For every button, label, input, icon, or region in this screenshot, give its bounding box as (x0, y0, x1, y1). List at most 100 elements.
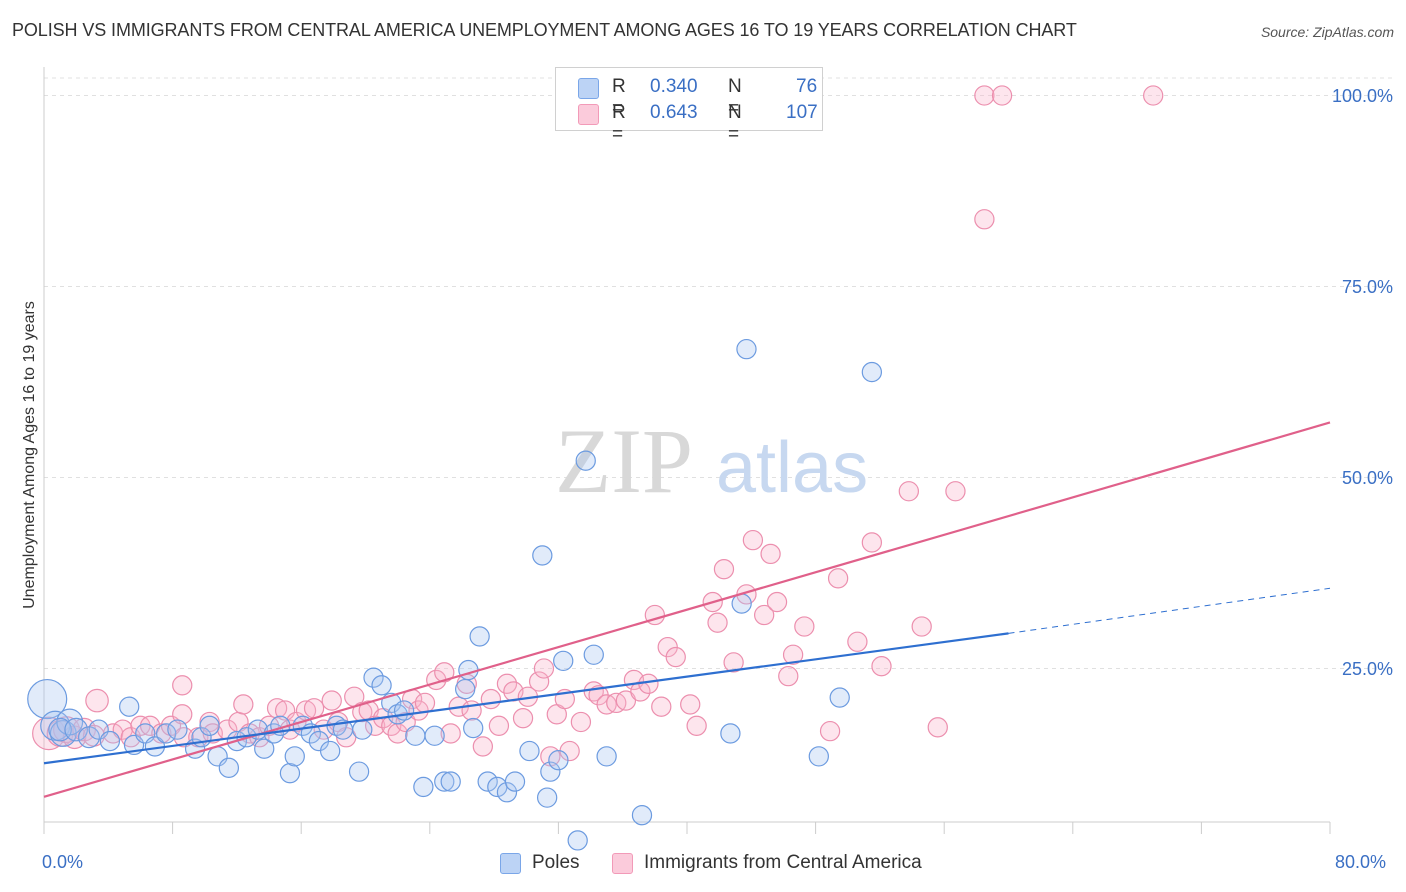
legend-label-poles: Poles (532, 852, 580, 873)
immigrants-point-22 (233, 694, 254, 715)
svg-text:atlas: atlas (716, 428, 868, 508)
immigrants-point-103 (974, 85, 995, 106)
poles-point-64 (631, 805, 653, 826)
r-value: 0.340 (650, 76, 698, 97)
watermark: ZIP atlas (555, 410, 868, 512)
poles-point-56 (536, 787, 558, 808)
immigrants-point-104 (991, 85, 1013, 106)
immigrants-point-99 (911, 616, 932, 637)
poles-point-55 (532, 545, 553, 566)
poles-point-48 (463, 717, 484, 739)
r-label: R = (612, 76, 626, 119)
poles-point-19 (218, 757, 240, 778)
poles-point-5 (64, 717, 88, 742)
poles-point-43 (424, 725, 445, 746)
poles-point-69 (829, 687, 850, 708)
poles-point-46 (455, 678, 476, 700)
immigrants-point-98 (898, 481, 919, 502)
poles-point-4 (48, 717, 72, 742)
x-tick-label-min: 0.0% (42, 852, 84, 872)
immigrants-point-31 (303, 698, 325, 719)
poles-point-53 (504, 771, 526, 792)
immigrants-point-93 (819, 720, 841, 742)
poles-point-60 (567, 830, 588, 851)
poles-point-27 (284, 746, 305, 767)
poles-point-50 (477, 771, 498, 792)
n-label: N = (728, 76, 742, 119)
poles-point-35 (352, 719, 373, 740)
series-immigrants-points (32, 85, 1164, 767)
poles-point-31 (319, 740, 341, 762)
poles-point-8 (99, 730, 121, 752)
immigrants-point-82 (707, 612, 728, 633)
poles-point-49 (469, 626, 490, 647)
svg-text:ZIP: ZIP (555, 410, 693, 512)
poles-point-61 (575, 450, 596, 471)
poles-point-54 (519, 740, 540, 762)
poles-point-45 (440, 771, 461, 792)
immigrants-point-84 (723, 652, 744, 673)
immigrants-point-16 (172, 704, 193, 725)
y-tick-label-50: 50.0% (1341, 468, 1393, 488)
poles-point-47 (458, 659, 479, 681)
trend-line-poles (43, 632, 1009, 765)
poles-point-63 (596, 746, 617, 767)
immigrants-point-14 (172, 675, 193, 696)
immigrants-point-53 (472, 736, 494, 757)
immigrants-point-97 (871, 656, 892, 677)
n-value: 76 (796, 76, 818, 97)
poles-point-9 (119, 696, 140, 717)
immigrants-point-87 (753, 604, 775, 626)
poles-point-67 (736, 338, 757, 360)
poles-point-52 (496, 782, 518, 803)
poles-point-13 (156, 723, 177, 744)
immigrants-point-76 (651, 696, 672, 717)
immigrants-point-78 (665, 646, 686, 668)
y-tick-label-75: 75.0% (1341, 277, 1393, 297)
immigrants-point-79 (680, 694, 701, 715)
n-value: 107 (786, 102, 818, 123)
stats-legend: R = 0.340 N = 76 R = 0.643 N = 107 (555, 67, 823, 145)
poles-point-41 (405, 725, 426, 746)
immigrants-point-90 (778, 665, 799, 687)
series-poles-points (27, 338, 883, 851)
legend-swatch-blue (500, 853, 521, 874)
immigrants-point-33 (321, 690, 342, 711)
immigrants-point-100 (927, 717, 948, 738)
poles-point-70 (861, 361, 883, 383)
immigrants-point-80 (686, 715, 707, 736)
x-tick-label-max: 80.0% (1335, 852, 1387, 872)
immigrants-point-92 (794, 616, 815, 637)
poles-point-26 (279, 763, 301, 784)
y-tick-label-100: 100.0% (1331, 86, 1393, 106)
poles-point-36 (363, 667, 384, 688)
immigrants-point-86 (742, 529, 764, 551)
immigrants-point-88 (760, 543, 781, 565)
n-label: N = (728, 102, 742, 145)
source-label: Source: ZipAtlas.com (1260, 24, 1394, 40)
immigrants-point-37 (352, 701, 373, 723)
legend-swatch-pink (612, 853, 633, 874)
poles-point-58 (548, 750, 569, 771)
poles-point-59 (553, 650, 574, 672)
poles-point-57 (540, 761, 561, 782)
immigrants-point-54 (480, 688, 502, 710)
poles-point-0 (27, 678, 68, 720)
immigrants-point-91 (782, 644, 804, 665)
immigrants-point-105 (1143, 85, 1164, 106)
immigrants-point-96 (861, 532, 883, 553)
poles-point-44 (434, 771, 455, 792)
immigrants-point-46 (414, 692, 436, 714)
immigrants-point-66 (570, 711, 592, 733)
immigrants-point-39 (364, 715, 386, 736)
immigrants-point-49 (440, 723, 461, 744)
r-value: 0.643 (650, 102, 698, 123)
r-label: R = (612, 102, 626, 145)
chart-title: POLISH VS IMMIGRANTS FROM CENTRAL AMERIC… (12, 20, 1077, 40)
immigrants-point-95 (847, 631, 868, 652)
immigrants-point-89 (766, 591, 788, 613)
immigrants-point-102 (974, 209, 995, 230)
poles-point-37 (371, 675, 392, 696)
immigrants-point-83 (713, 559, 735, 580)
